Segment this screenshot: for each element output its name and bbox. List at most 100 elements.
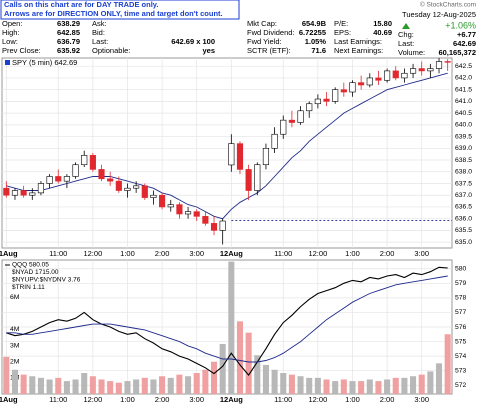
candle-body bbox=[340, 89, 347, 93]
info-value: 642.69 x 100 bbox=[171, 37, 215, 46]
x-tick-label: 2:00 bbox=[380, 249, 395, 258]
info-value: 71.6 bbox=[311, 46, 326, 55]
volume-bar bbox=[107, 381, 114, 394]
y-tick-label: 577 bbox=[455, 309, 467, 316]
volume-bar bbox=[245, 332, 252, 394]
volume-bar bbox=[210, 361, 218, 394]
y-tick-label: 637.5 bbox=[455, 180, 472, 187]
info-value: 1.05% bbox=[305, 37, 327, 46]
info-value: 15.80 bbox=[373, 19, 392, 28]
volume-bar bbox=[72, 379, 79, 394]
info-value: 636.79 bbox=[57, 37, 80, 46]
volume-bar bbox=[115, 382, 122, 394]
volume-bar bbox=[219, 343, 226, 394]
candle-body bbox=[81, 155, 88, 166]
candle-body bbox=[11, 190, 19, 196]
candle-body bbox=[29, 192, 36, 196]
info-label: EPS: bbox=[334, 28, 351, 37]
x-tick-label: 1:00 bbox=[120, 249, 135, 258]
candle-body bbox=[375, 77, 382, 81]
candle-body bbox=[262, 148, 270, 166]
info-label: P/E: bbox=[334, 19, 348, 28]
info-value: 638.29 bbox=[57, 19, 80, 28]
candle-body bbox=[202, 216, 209, 224]
x-tick-label: 11Aug bbox=[0, 395, 18, 404]
x-tick-label: 12:00 bbox=[308, 249, 327, 258]
x-tick-label: 11:00 bbox=[274, 249, 292, 258]
volume-bar bbox=[306, 377, 313, 394]
info-label: Low: bbox=[2, 37, 18, 46]
volume-bar bbox=[297, 376, 304, 394]
candle-body bbox=[401, 72, 408, 79]
y-tick-label: 642.0 bbox=[455, 75, 472, 82]
x-tick-label: 3:00 bbox=[189, 395, 204, 404]
info-label: SCTR (ETF): bbox=[247, 46, 291, 55]
volume-bar bbox=[314, 377, 321, 394]
candle-body bbox=[37, 183, 45, 194]
candle-body bbox=[3, 187, 10, 196]
quote-label: Last: bbox=[398, 39, 414, 48]
candle-body bbox=[418, 68, 425, 72]
y-tick-label: 574 bbox=[455, 353, 467, 360]
candle-body bbox=[297, 110, 304, 123]
candle-body bbox=[280, 119, 287, 135]
candle-body bbox=[332, 89, 339, 102]
candle-body bbox=[124, 187, 131, 191]
quote-value: 642.69 bbox=[453, 39, 476, 48]
x-tick-label: 3:00 bbox=[189, 249, 204, 258]
info-value: 642.85 bbox=[57, 28, 80, 37]
volume-bar bbox=[366, 379, 373, 394]
info-label: High: bbox=[2, 28, 20, 37]
y-tick-label: 636.5 bbox=[455, 204, 472, 211]
legend: $TRIN 1.11 bbox=[12, 284, 45, 291]
date: Tuesday 12-Aug-2025 bbox=[402, 10, 476, 19]
volume-bar bbox=[384, 379, 391, 394]
legend: QQQ 580.05 bbox=[12, 262, 49, 269]
volume-bar bbox=[81, 373, 88, 394]
volume-bar bbox=[332, 381, 339, 394]
info-label: Fwd Yield: bbox=[247, 37, 282, 46]
candle-body bbox=[89, 155, 96, 170]
volume-bar bbox=[63, 381, 70, 394]
quote-value: +6.77 bbox=[457, 30, 476, 39]
candle-body bbox=[133, 185, 140, 189]
candle-body bbox=[384, 70, 391, 81]
candle-body bbox=[314, 98, 321, 105]
y-tick-label: 572 bbox=[455, 382, 467, 389]
y-tick-label: 576 bbox=[455, 324, 467, 331]
y-tick-label: 638.5 bbox=[455, 157, 472, 164]
quote-label: Volume: bbox=[398, 48, 425, 57]
info-label: Mkt Cap: bbox=[247, 19, 277, 28]
y-tick-label: 640.0 bbox=[455, 122, 472, 129]
candle-body bbox=[167, 204, 174, 208]
candle-body bbox=[63, 176, 70, 182]
volume-bar bbox=[185, 376, 192, 394]
y-tick-label: 575 bbox=[455, 338, 467, 345]
volume-bar bbox=[349, 381, 356, 394]
y-tick-label: 640.5 bbox=[455, 110, 472, 117]
y-tick-label: 637.0 bbox=[455, 192, 472, 199]
x-tick-label: 11:00 bbox=[49, 395, 67, 404]
candle-body bbox=[358, 82, 365, 86]
y-tick-label: 573 bbox=[455, 367, 467, 374]
x-tick-label: 12Aug bbox=[220, 395, 243, 404]
volume-bar bbox=[254, 355, 261, 394]
info-value: 635.92 bbox=[57, 46, 80, 55]
volume-tick-label: 4M bbox=[10, 326, 20, 333]
candle-body bbox=[306, 103, 313, 112]
volume-bar bbox=[280, 373, 287, 394]
candle-body bbox=[409, 68, 417, 74]
y-tick-label: 580 bbox=[455, 266, 467, 273]
candle-body bbox=[55, 176, 62, 182]
legend: $NYUPV:$NYDNV 3.76 bbox=[12, 277, 81, 284]
x-tick-label: 2:00 bbox=[380, 395, 395, 404]
volume-bar bbox=[358, 381, 365, 394]
x-tick-label: 2:00 bbox=[155, 395, 170, 404]
info-label: Bid: bbox=[92, 28, 105, 37]
volume-bar bbox=[444, 334, 451, 394]
candle-body bbox=[245, 169, 252, 191]
candle-body bbox=[46, 176, 53, 184]
quote-label: Chg: bbox=[398, 30, 414, 39]
volume-bar bbox=[29, 376, 36, 394]
candle-body bbox=[392, 70, 399, 79]
